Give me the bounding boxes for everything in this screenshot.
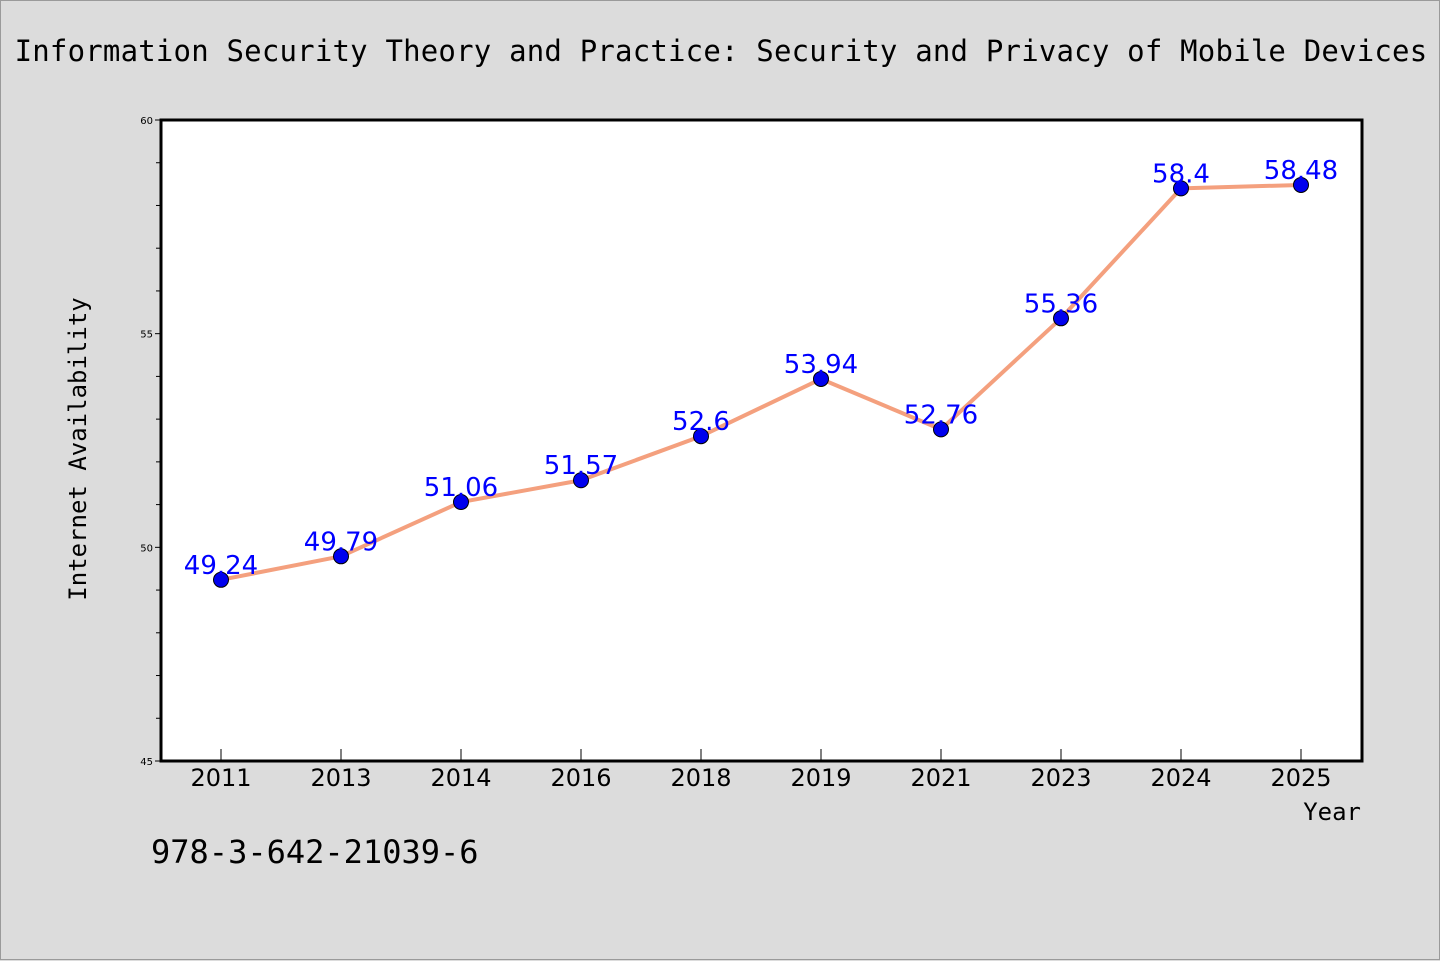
x-tick-label: 2018 [670,764,731,792]
data-label: 53.94 [784,350,858,380]
data-point [693,428,709,445]
data-point [213,571,229,588]
x-tick-label: 2021 [910,764,971,792]
plot-area [159,118,1364,763]
y-tick-label: 55 [140,330,153,341]
chart-title: Information Security Theory and Practice… [14,34,1428,68]
x-tick-label: 2016 [550,764,611,792]
data-label-layer: 49.24 49.79 51.06 51.57 52.6 53.94 52.76 55.36 5… [184,156,1338,581]
data-label: 51.57 [544,451,618,481]
x-tick-label: 2013 [310,764,371,792]
x-tick-label: 2011 [190,764,251,792]
x-axis: 2011 2013 2014 2016 2018 2019 2021 2023 2024 2025 [190,749,1332,792]
data-label: 51.06 [424,473,498,503]
data-label: 52.6 [672,407,730,437]
x-tick-label: 2023 [1030,764,1091,792]
data-point [573,472,589,489]
data-point [453,494,469,511]
y-tick-label: 45 [140,757,153,768]
data-point [1293,176,1309,193]
y-tick-label: 50 [140,543,153,554]
data-point [1053,310,1069,327]
series-line [219,182,1303,582]
isbn-label: 978-3-642-21039-6 [151,833,479,871]
x-axis-title: Year [1303,798,1361,826]
x-tick-label: 2019 [790,764,851,792]
data-point [1173,180,1189,197]
data-label: 52.76 [904,400,978,430]
data-label: 58.48 [1264,156,1338,186]
data-label: 49.79 [304,527,378,557]
data-point [813,370,829,387]
data-point [933,421,949,438]
y-tick-label: 60 [140,116,153,127]
data-point [333,548,349,565]
y-axis-title: Internet Availability [64,297,92,600]
x-tick-label: 2024 [1150,764,1211,792]
x-tick-label: 2014 [430,764,491,792]
data-label: 55.36 [1024,289,1098,319]
data-label: 58.4 [1152,159,1210,189]
data-label: 49.24 [184,551,258,581]
series-layer [213,176,1309,588]
y-axis: 45 50 55 60 [140,116,161,768]
x-tick-label: 2025 [1270,764,1331,792]
